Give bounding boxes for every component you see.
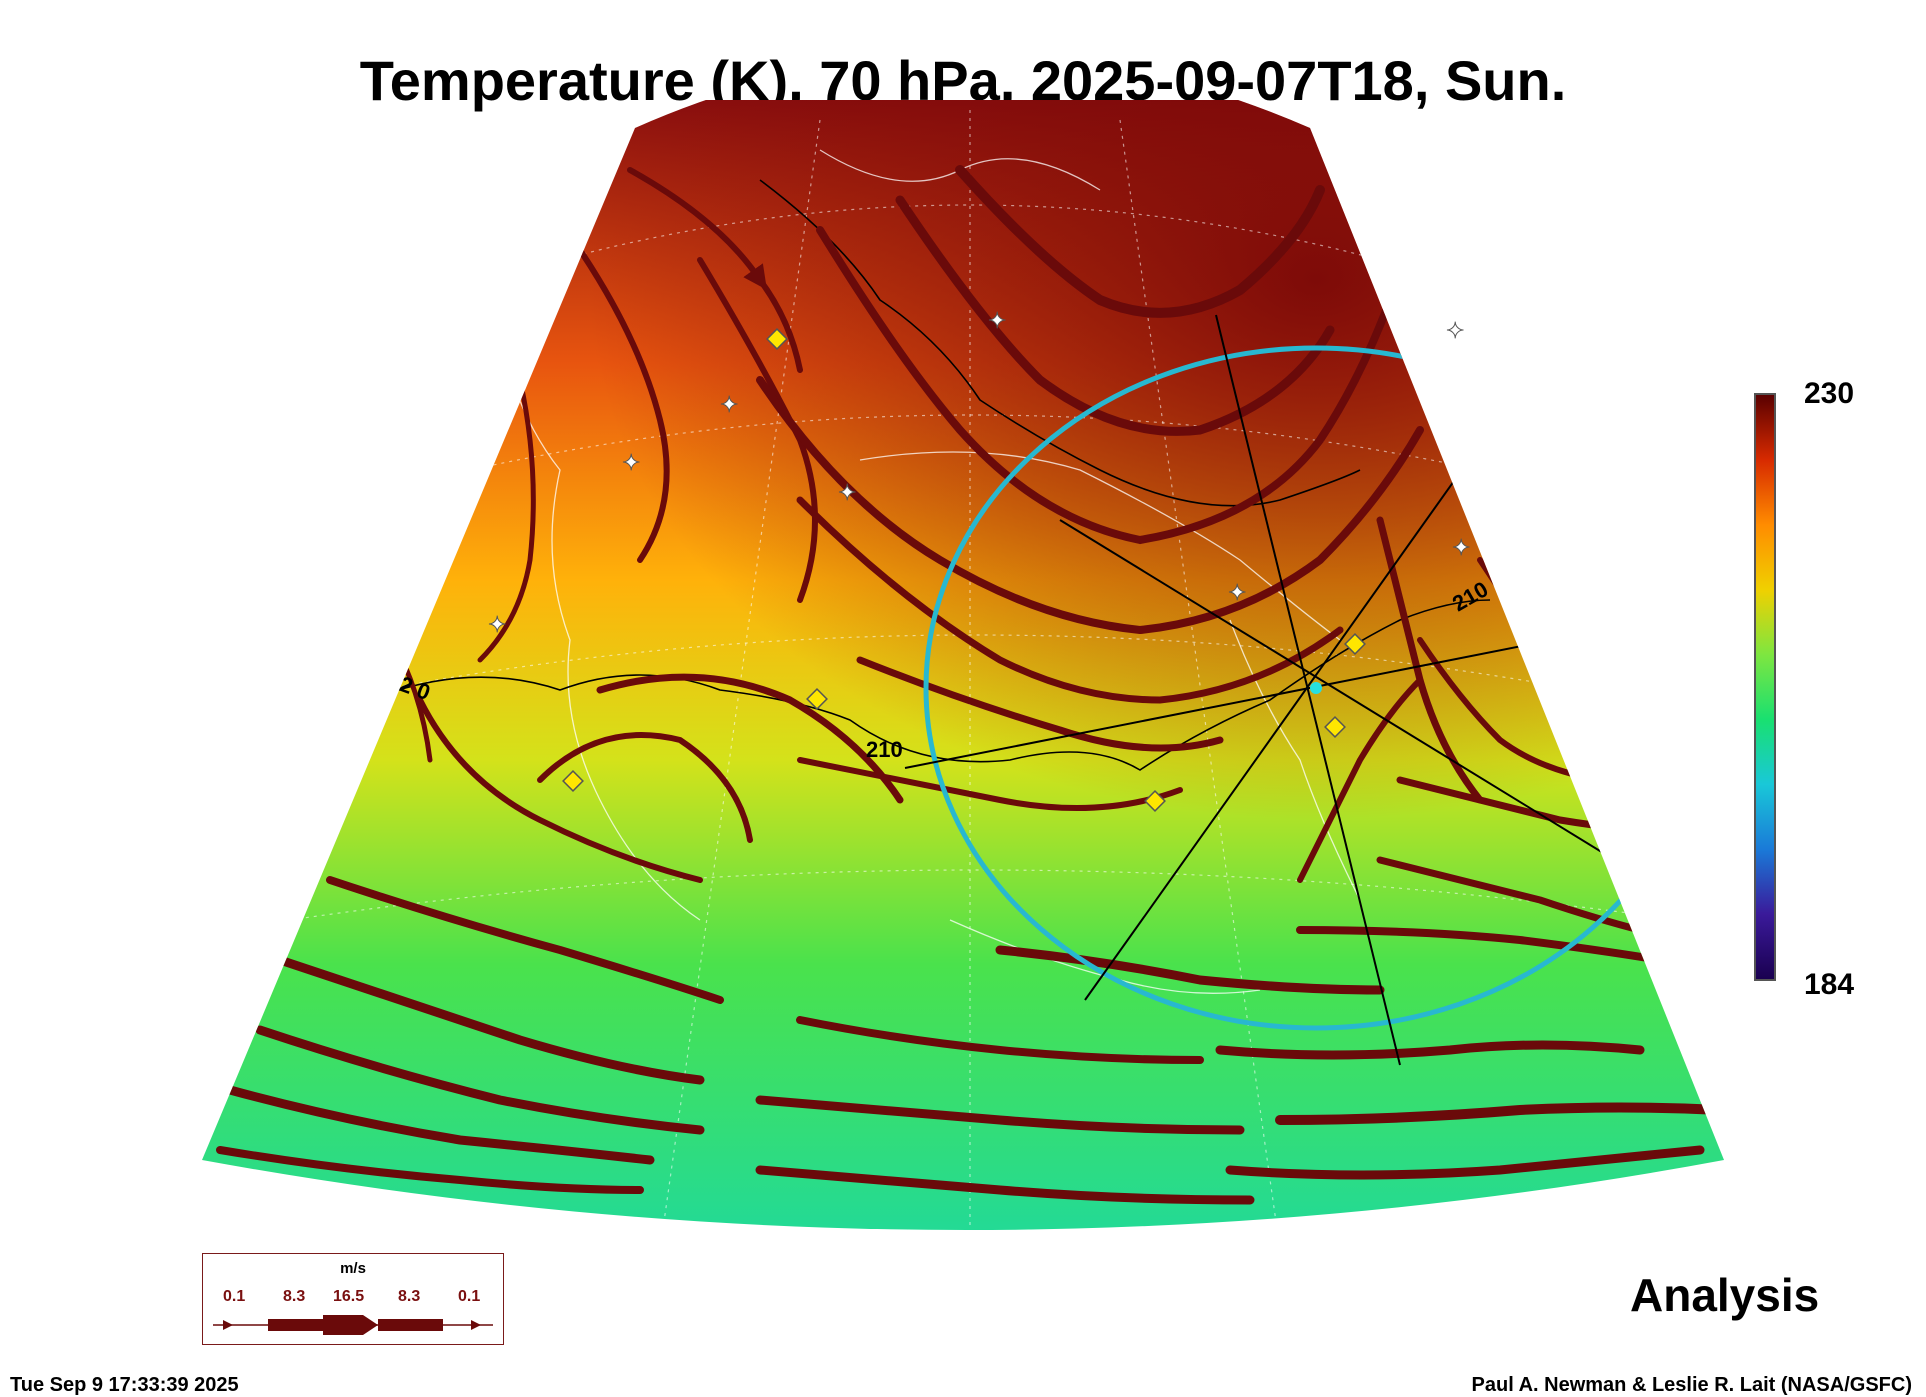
legend-value: 0.1 — [458, 1288, 481, 1305]
analysis-label: Analysis — [1630, 1269, 1820, 1321]
wind-streamlines — [216, 165, 1724, 1205]
coastlines — [499, 149, 1361, 994]
credit-line: Paul A. Newman & Leslie R. Lait (NASA/GS… — [1471, 1374, 1912, 1396]
contour-label-210-center: 210 — [866, 737, 903, 762]
svg-text:✦: ✦ — [1452, 536, 1470, 561]
svg-text:✦: ✦ — [1228, 581, 1246, 606]
timestamp: Tue Sep 9 17:33:39 2025 — [10, 1374, 239, 1396]
legend-value: 0.1 — [223, 1288, 246, 1305]
svg-text:✦: ✦ — [622, 451, 640, 476]
colorbar-max-label: 230 — [1804, 377, 1855, 410]
star-markers: ✦ ✦ ✦ ✦ ✦ ✦ ✦ — [488, 309, 1471, 639]
offmap-star-marker: ✦ — [1446, 319, 1464, 344]
svg-text:✦: ✦ — [488, 613, 506, 638]
legend-value: 8.3 — [398, 1288, 421, 1305]
legend-value: 8.3 — [283, 1288, 306, 1305]
diamond-markers — [562, 328, 1366, 812]
legend-value: 16.5 — [333, 1288, 365, 1305]
temperature-colorbar — [1754, 393, 1776, 981]
ring-center-marker — [1310, 682, 1322, 694]
temperature-contours — [369, 179, 1491, 771]
svg-text:✦: ✦ — [838, 481, 856, 506]
wind-speed-legend: m/s 0.1 8.3 16.5 8.3 0.1 — [202, 1253, 504, 1345]
colorbar-min-label: 184 — [1804, 968, 1855, 1001]
legend-unit: m/s — [340, 1260, 366, 1277]
svg-text:✦: ✦ — [988, 309, 1006, 334]
svg-text:✦: ✦ — [720, 393, 738, 418]
legend-arrow-scale — [213, 1315, 493, 1335]
